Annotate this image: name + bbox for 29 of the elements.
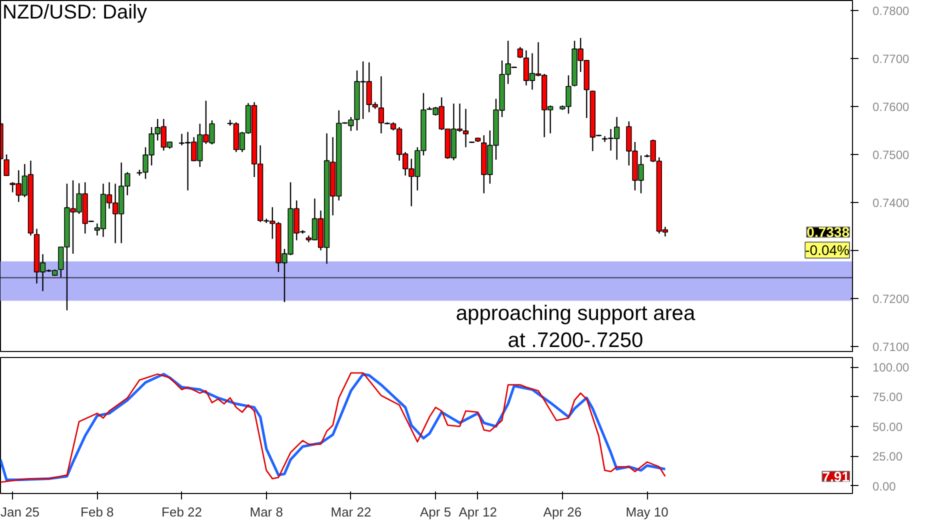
y-tick-label: 0.7600 bbox=[872, 100, 910, 114]
annotation: 0.7338 bbox=[806, 224, 850, 240]
y-tick-label: 0.7200 bbox=[872, 292, 910, 306]
y-tick-label: 0.00 bbox=[872, 479, 896, 494]
y-tick-label: 25.00 bbox=[872, 450, 903, 464]
x-tick-label: Apr 12 bbox=[458, 504, 498, 520]
chart-title: NZD/USD: Daily bbox=[2, 2, 147, 24]
x-tick-label: Apr 5 bbox=[420, 504, 452, 520]
y-tick-label: 0.7500 bbox=[872, 148, 910, 162]
x-tick-label: Apr 26 bbox=[543, 504, 582, 520]
candlestick bbox=[517, 46, 523, 59]
candlestick bbox=[4, 154, 10, 176]
x-tick-label: May 10 bbox=[626, 504, 668, 520]
y-tick-label: 100.00 bbox=[872, 360, 910, 374]
annotation: approaching support area bbox=[456, 302, 696, 325]
x-tick-label: Jan 25 bbox=[0, 504, 40, 520]
y-tick-label: 0.7700 bbox=[872, 52, 910, 66]
x-tick-label: Mar 22 bbox=[330, 504, 372, 520]
annotation: -0.04% bbox=[805, 242, 850, 258]
x-tick-label: Feb 8 bbox=[80, 504, 114, 520]
x-tick-label: Mar 8 bbox=[250, 504, 283, 520]
annotation: 7.91 bbox=[822, 468, 850, 484]
y-tick-label: 75.00 bbox=[872, 390, 903, 404]
x-tick-label: Feb 22 bbox=[162, 504, 202, 520]
annotation: at .7200-.7250 bbox=[508, 329, 644, 352]
y-tick-label: 50.00 bbox=[872, 420, 903, 434]
y-tick-label: 0.7400 bbox=[872, 196, 910, 210]
y-tick-label: 0.7100 bbox=[872, 340, 910, 354]
y-tick-label: 0.7800 bbox=[872, 4, 910, 18]
